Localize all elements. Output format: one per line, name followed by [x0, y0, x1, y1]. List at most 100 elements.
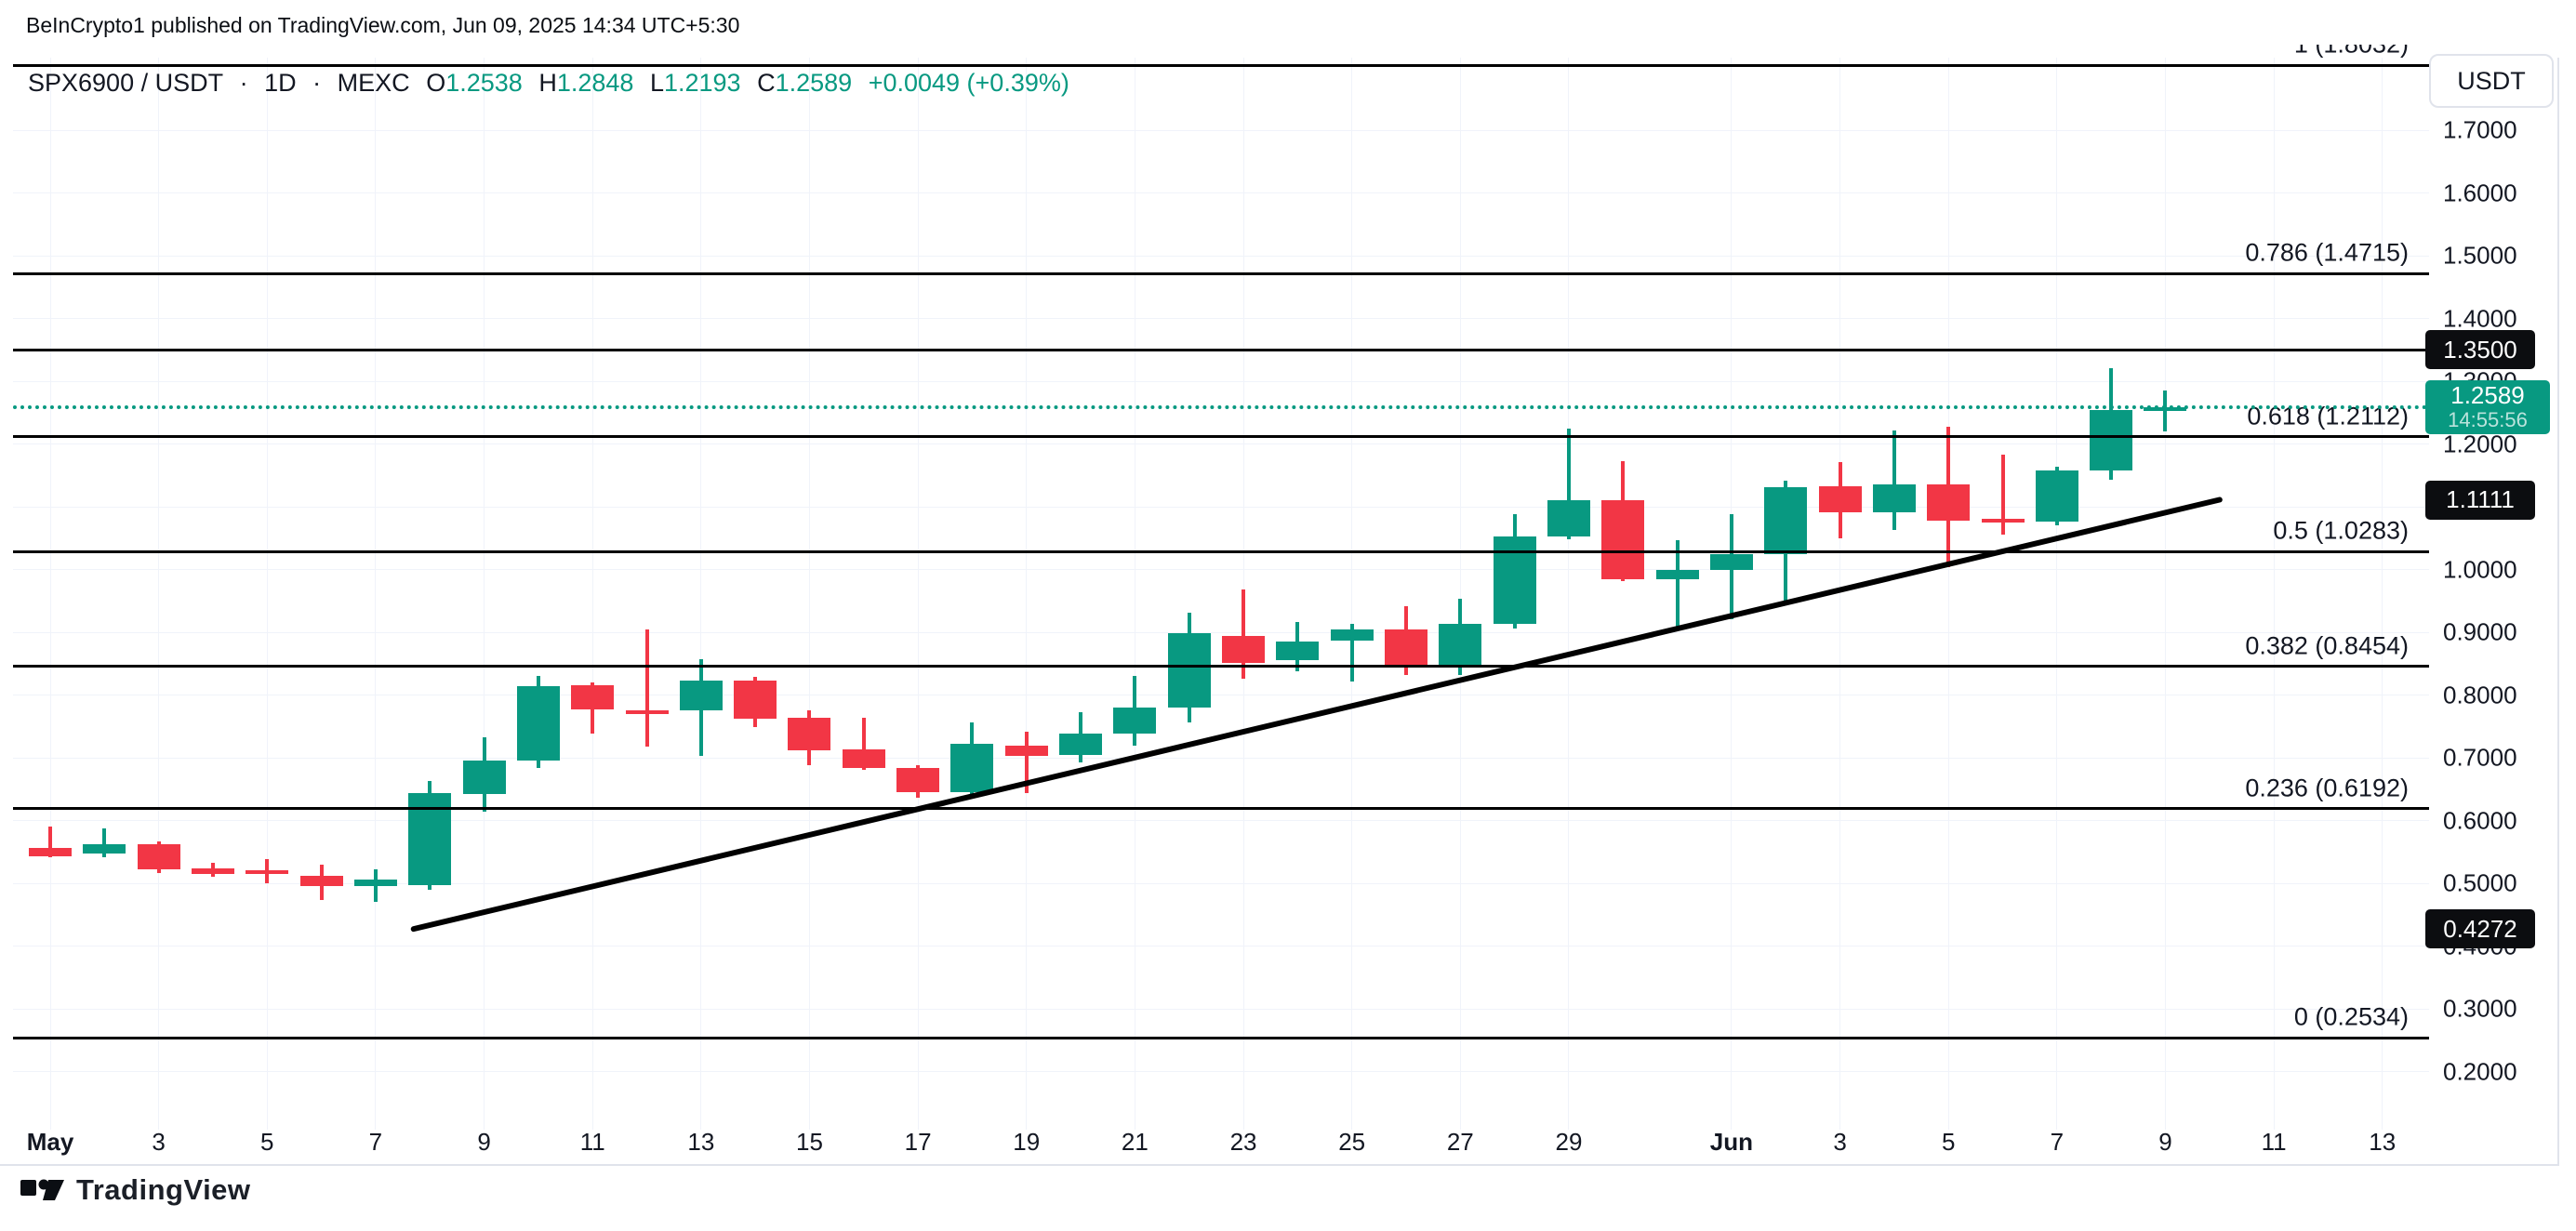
current-price-value: 1.2589	[2450, 381, 2525, 410]
gridline-vertical	[2382, 58, 2383, 1130]
candle-wick	[2163, 390, 2168, 432]
candle	[353, 879, 397, 886]
gridline-horizontal	[13, 318, 2429, 319]
candle	[1385, 629, 1427, 668]
tradingview-logo[interactable]: TradingView	[20, 1173, 251, 1207]
fib-level-label: 0.382 (0.8454)	[2245, 631, 2409, 660]
candle	[516, 686, 560, 761]
symbol-name[interactable]: SPX6900 / USDT	[28, 69, 224, 97]
time-axis-label: 9	[2158, 1128, 2172, 1156]
candle	[83, 844, 126, 854]
gridline-vertical	[917, 58, 919, 1130]
time-axis-label: 3	[1833, 1128, 1847, 1156]
open-label: O	[426, 69, 446, 97]
axis-frame-horizontal	[0, 1164, 2559, 1166]
candle	[1004, 746, 1048, 756]
current-price-badge: 1.2589 14:55:56	[2425, 379, 2550, 434]
time-axis-label: 21	[1121, 1128, 1149, 1156]
fib-level-line[interactable]	[13, 63, 2429, 67]
candle	[734, 680, 777, 720]
close-label: C	[757, 69, 776, 97]
candle-wick	[1349, 623, 1354, 682]
fib-level-label: 0 (0.2534)	[2293, 1002, 2409, 1031]
candle	[29, 848, 72, 856]
candle	[191, 867, 234, 874]
gridline-horizontal	[13, 129, 2429, 131]
gridline-horizontal	[13, 569, 2429, 570]
candle	[1981, 518, 2025, 523]
candle	[1818, 485, 1862, 513]
time-axis-label: 7	[2050, 1128, 2065, 1156]
fib-level-line[interactable]	[13, 435, 2429, 439]
gridline-vertical	[1026, 58, 1028, 1130]
exchange-label: MEXC	[337, 69, 410, 97]
candle-wick	[861, 718, 866, 770]
price-axis-label: 0.6000	[2443, 806, 2517, 834]
time-axis-label: May	[26, 1128, 74, 1156]
gridline-vertical	[158, 58, 160, 1130]
candle	[842, 749, 885, 769]
close-value: 1.2589	[775, 69, 853, 97]
gridline-vertical	[2164, 58, 2166, 1130]
time-axis-label: 11	[579, 1128, 605, 1156]
gridline-vertical	[266, 58, 268, 1130]
candle	[788, 718, 831, 750]
time-axis-label: 5	[260, 1128, 274, 1156]
candle	[2144, 406, 2187, 411]
gridline-vertical	[808, 58, 810, 1130]
gridline-horizontal	[13, 255, 2429, 257]
low-value: 1.2193	[663, 69, 741, 97]
time-axis-label: 29	[1555, 1128, 1583, 1156]
fib-level-line[interactable]	[13, 271, 2429, 275]
gridline-vertical	[700, 58, 702, 1130]
candle	[950, 744, 994, 793]
candle	[1655, 570, 1699, 579]
separator-dot: ·	[312, 69, 322, 97]
candle	[571, 685, 615, 710]
axis-frame-vertical	[2557, 58, 2559, 1166]
open-value: 1.2538	[445, 69, 523, 97]
high-value: 1.2848	[556, 69, 634, 97]
price-axis-label: 0.9000	[2443, 617, 2517, 646]
candle-wick	[48, 827, 52, 858]
gridline-horizontal	[13, 506, 2429, 508]
time-axis-label: 17	[904, 1128, 932, 1156]
candle	[1167, 632, 1211, 708]
time-axis-label: 7	[368, 1128, 383, 1156]
candle	[1872, 484, 1916, 513]
gridline-vertical	[2273, 58, 2275, 1130]
trendline[interactable]	[410, 496, 2223, 933]
candle-wick	[102, 828, 107, 857]
price-axis-label: 0.3000	[2443, 994, 2517, 1023]
time-axis-label: 5	[1941, 1128, 1956, 1156]
bar-countdown: 14:55:56	[2448, 407, 2528, 431]
fib-level-line[interactable]	[13, 1036, 2429, 1039]
candle	[1601, 499, 1645, 579]
gridline-horizontal	[13, 380, 2429, 382]
candle	[625, 710, 669, 715]
currency-toggle-button[interactable]: USDT	[2429, 54, 2554, 108]
price-axis-label: 1.0000	[2443, 555, 2517, 583]
candle	[246, 869, 289, 874]
price-axis-label: 1.4000	[2443, 304, 2517, 332]
gridline-vertical	[591, 58, 593, 1130]
interval-label[interactable]: 1D	[264, 69, 297, 97]
candle	[299, 875, 343, 886]
fib-level-line[interactable]	[13, 807, 2429, 811]
gridline-vertical	[375, 58, 377, 1130]
price-axis-label: 1.6000	[2443, 179, 2517, 206]
resistance-line[interactable]	[13, 348, 2429, 351]
time-axis-label: 27	[1446, 1128, 1474, 1156]
gridline-vertical	[1351, 58, 1353, 1130]
fib-level-line[interactable]	[13, 549, 2429, 553]
fib-level-line[interactable]	[13, 665, 2429, 668]
candle	[1276, 642, 1320, 660]
candle-wick	[1892, 430, 1896, 530]
gridline-horizontal	[13, 882, 2429, 884]
current-price-line	[13, 404, 2429, 409]
price-axis-label: 1.2000	[2443, 430, 2517, 457]
price-axis-label: 1.7000	[2443, 115, 2517, 144]
candle-wick	[1566, 428, 1571, 540]
